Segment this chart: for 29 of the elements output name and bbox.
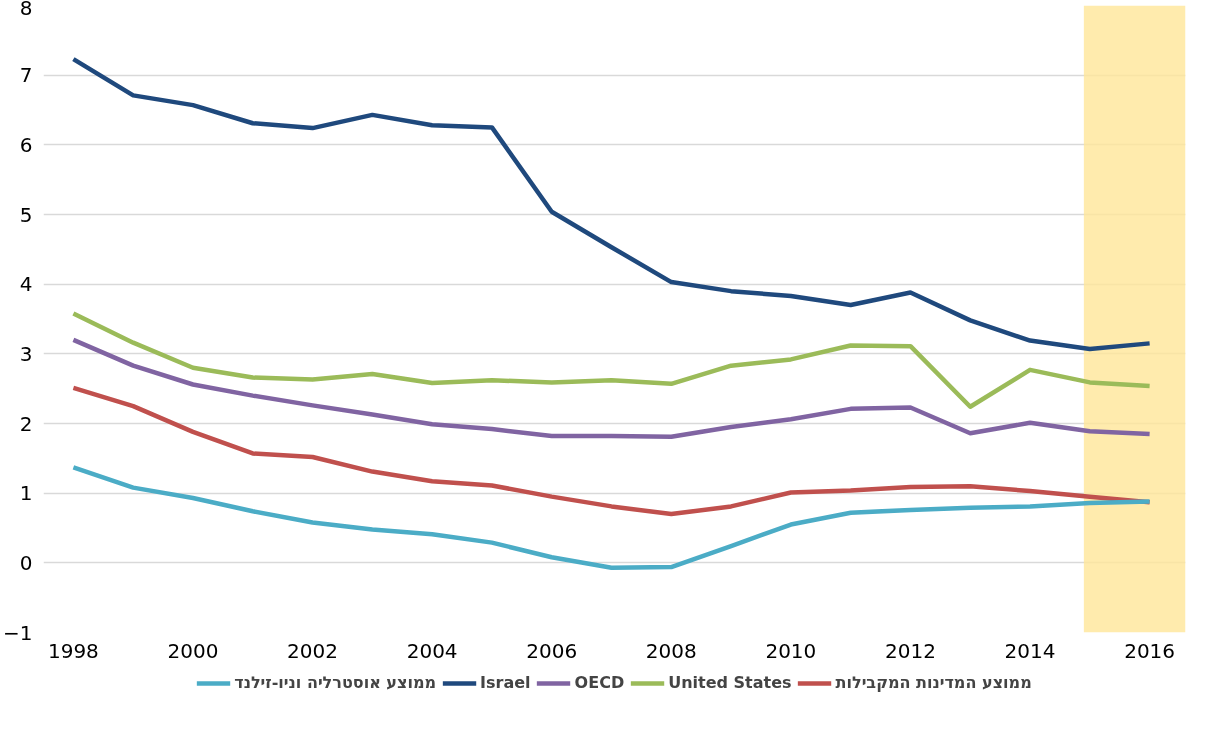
y-tick-label: 0	[19, 550, 33, 575]
x-tick-label: 2002	[287, 638, 339, 663]
y-tick-label: −1	[3, 620, 33, 645]
line-series	[71, 311, 1152, 410]
x-tick-label: 2000	[167, 638, 219, 663]
y-tick-label: 8	[19, 0, 33, 20]
x-tick-label: 2006	[526, 638, 578, 663]
legend-label: Israel	[480, 673, 531, 692]
y-tick-label: 6	[19, 132, 33, 157]
legend-label: United States	[668, 673, 792, 692]
y-tick-label: 7	[19, 63, 33, 88]
y-tick-label: 1	[19, 481, 33, 506]
line-series	[71, 465, 1152, 570]
y-tick-label: 5	[19, 202, 33, 227]
x-tick-label: 2014	[1004, 638, 1056, 663]
x-tick-label: 1998	[47, 638, 99, 663]
x-tick-label: 2010	[765, 638, 817, 663]
line-series	[71, 337, 1152, 439]
line-series	[71, 56, 1152, 352]
y-tick-label: 3	[19, 341, 33, 366]
y-tick-label: 2	[19, 411, 33, 436]
x-tick-label: 2004	[406, 638, 458, 663]
legend-label: OECD	[574, 673, 625, 692]
y-tick-label: 4	[19, 272, 33, 297]
x-tick-label: 2012	[885, 638, 936, 663]
x-tick-label: 2008	[645, 638, 697, 663]
legend-label: ממוצע אוסטרליה וניו-זילנד	[234, 673, 437, 692]
x-tick-label: 2016	[1124, 638, 1176, 663]
legend-label: ממוצע המדינות המקבילות	[835, 673, 1032, 692]
